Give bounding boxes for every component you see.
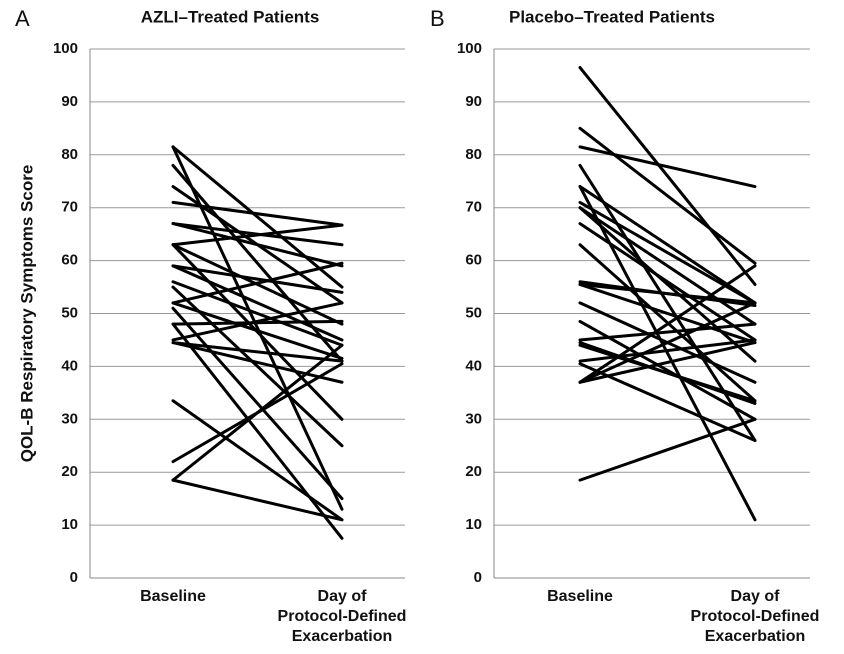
x-tick-label: Day of Protocol-Defined Exacerbation — [690, 588, 820, 645]
patient-line — [578, 322, 757, 342]
y-tick-label: 80 — [465, 146, 482, 163]
y-axis-label: QOL-B Respiratory Symptoms Score — [17, 165, 36, 463]
patient-line — [578, 282, 757, 305]
patient-line — [171, 264, 344, 294]
chart-title: AZLI–Treated Patients — [141, 7, 320, 26]
y-tick-label: 30 — [465, 410, 482, 427]
y-tick-label: 20 — [61, 463, 78, 480]
patient-line — [171, 264, 344, 342]
patient-line — [171, 145, 344, 289]
patient-line — [171, 343, 344, 482]
patient-line — [171, 399, 344, 522]
y-tick-label: 40 — [465, 357, 482, 374]
patient-line — [171, 223, 344, 247]
patient-line — [578, 206, 757, 326]
patient-line — [578, 222, 757, 342]
y-tick-label: 100 — [53, 40, 78, 57]
y-tick-label: 0 — [474, 569, 482, 586]
patient-line — [578, 338, 757, 363]
patient-line — [171, 341, 344, 363]
y-tick-label: 70 — [465, 199, 482, 216]
x-tick-label: Day of Protocol-Defined Exacerbation — [277, 588, 407, 645]
y-tick-label: 80 — [61, 146, 78, 163]
y-tick-label: 0 — [70, 569, 78, 586]
patient-line — [171, 301, 344, 342]
patient-line — [578, 301, 757, 384]
y-tick-label: 40 — [61, 357, 78, 374]
chart-title: Placebo–Treated Patients — [509, 7, 715, 26]
patient-line — [578, 66, 757, 286]
y-tick-label: 50 — [61, 304, 78, 321]
patient-line — [171, 200, 344, 227]
patient-line — [171, 341, 344, 384]
patient-line — [578, 145, 757, 189]
y-tick-label: 90 — [465, 93, 482, 110]
patient-line — [578, 206, 757, 363]
patient-line — [578, 341, 757, 384]
panel-label: B — [430, 6, 445, 31]
panel-label: A — [15, 6, 30, 31]
patient-line — [171, 478, 344, 522]
patient-line — [171, 306, 344, 501]
patient-line — [578, 264, 757, 384]
y-tick-label: 50 — [465, 304, 482, 321]
y-tick-label: 60 — [465, 252, 482, 269]
y-tick-label: 70 — [61, 199, 78, 216]
patient-line — [171, 261, 344, 305]
y-tick-label: 30 — [61, 410, 78, 427]
patient-line — [578, 417, 757, 482]
patient-line — [578, 126, 757, 265]
patient-line — [578, 343, 757, 403]
patient-line — [171, 222, 344, 268]
patient-line — [578, 282, 757, 345]
x-tick-label: Baseline — [547, 588, 613, 605]
y-tick-label: 10 — [61, 516, 78, 533]
x-tick-label: Baseline — [140, 588, 206, 605]
y-tick-label: 90 — [61, 93, 78, 110]
y-tick-label: 100 — [457, 40, 482, 57]
y-tick-label: 20 — [465, 463, 482, 480]
patient-line — [171, 280, 344, 347]
patient-line — [171, 322, 344, 540]
patient-line — [171, 301, 344, 360]
y-tick-label: 60 — [61, 252, 78, 269]
y-tick-label: 10 — [465, 516, 482, 533]
